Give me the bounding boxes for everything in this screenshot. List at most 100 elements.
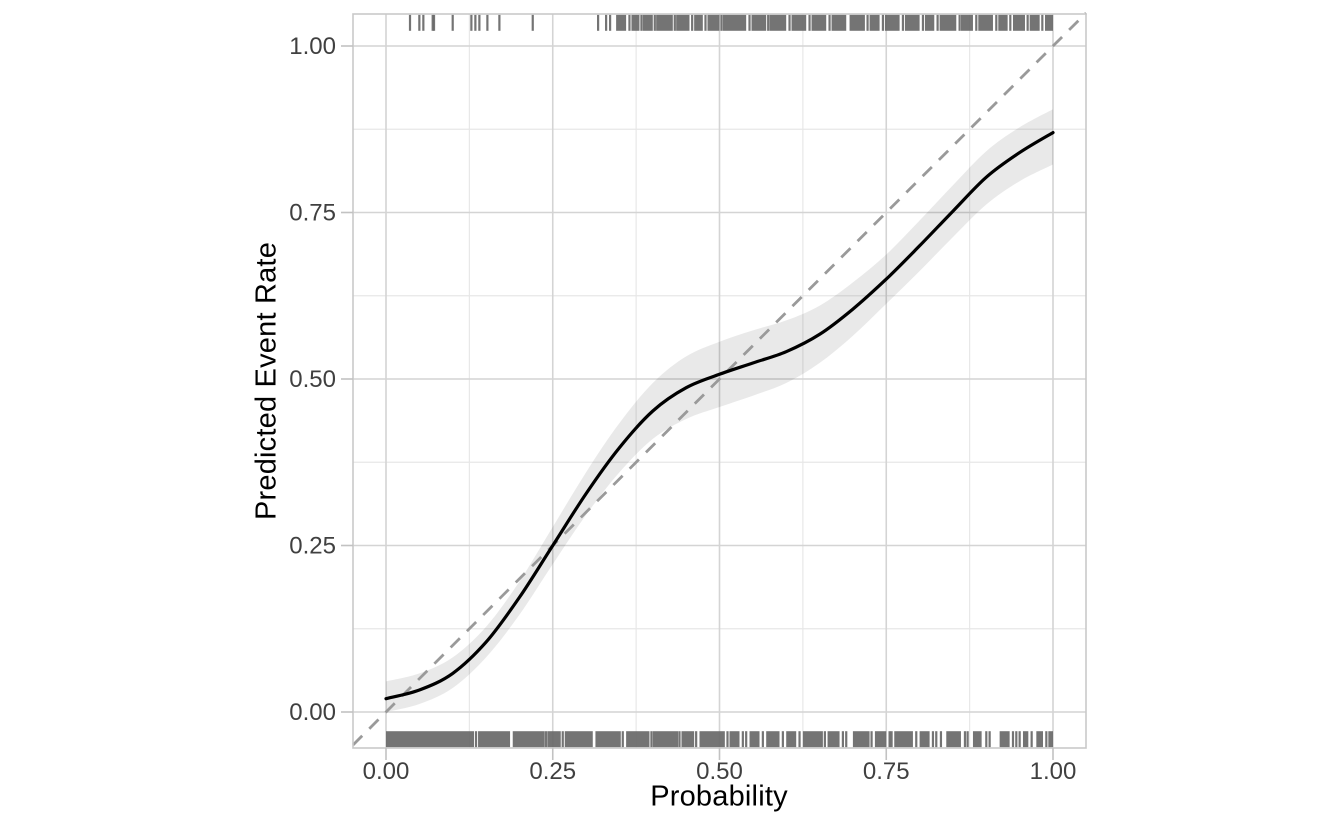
rug-top-mark: [422, 14, 425, 31]
rug-bottom-band: [919, 731, 930, 748]
rug-bottom-band: [894, 731, 913, 748]
rug-bottom-mark: [745, 731, 748, 748]
rug-bottom-band: [547, 731, 561, 748]
rug-bottom-mark: [1030, 731, 1033, 748]
rug-top-mark: [936, 14, 939, 31]
rug-top-mark: [720, 14, 723, 31]
rug-top-mark: [1041, 14, 1044, 31]
rug-top-band: [811, 14, 827, 31]
rug-top-mark: [958, 14, 961, 31]
rug-top-band: [791, 14, 807, 31]
rug-top-mark: [828, 14, 831, 31]
rug-top-mark: [704, 14, 707, 31]
rug-bottom-mark: [1045, 731, 1048, 748]
y-tick-label: 0.75: [289, 200, 336, 227]
confidence-band: [386, 109, 1053, 713]
rug-bottom-band: [512, 731, 545, 748]
rug-bottom-band: [972, 731, 982, 748]
rug-bottom-mark: [561, 731, 564, 748]
rug-bottom-mark: [935, 731, 938, 748]
rug-bottom-mark: [726, 731, 729, 748]
y-tick-label: 0.25: [289, 533, 336, 560]
rug-top-mark: [995, 14, 998, 31]
rug-bottom-mark: [845, 731, 848, 748]
rug-top-mark: [609, 14, 612, 31]
rug-top-band: [904, 14, 920, 31]
rug-top-mark: [432, 14, 436, 31]
rug-top-band: [1044, 14, 1053, 31]
rug-top-mark: [748, 14, 751, 31]
rug-bottom-band: [874, 731, 887, 748]
rug-bottom-mark: [915, 731, 918, 748]
rug-top-mark: [418, 14, 421, 31]
x-tick-label: 0.00: [363, 758, 410, 785]
rug-top-band: [849, 14, 865, 31]
rug-top-band: [1029, 14, 1040, 31]
rug-bottom-mark: [695, 731, 698, 748]
rug-top-band: [694, 14, 703, 31]
rug-bottom-band: [386, 731, 475, 748]
rug-bottom-band: [699, 731, 725, 748]
x-axis-title: Probability: [650, 780, 788, 813]
rug-top-band: [869, 14, 880, 31]
rug-bottom-mark: [939, 731, 943, 748]
rug-top-band: [707, 14, 720, 31]
rug-bottom-mark: [678, 731, 681, 748]
rug-bottom-mark: [988, 731, 991, 748]
rug-bottom-mark: [966, 731, 969, 748]
rug-top-band: [924, 14, 935, 31]
rug-top-band: [831, 14, 847, 31]
rug-bottom-mark: [761, 731, 764, 748]
rug-top-mark: [474, 14, 477, 31]
rug-bottom-band: [749, 731, 760, 748]
rug-bottom-mark: [870, 731, 873, 748]
x-tick-label: 0.75: [863, 758, 910, 785]
rug-top-mark: [921, 14, 925, 31]
rug-top-mark: [767, 14, 770, 31]
rug-bottom-band: [786, 731, 797, 748]
rug-top-band: [978, 14, 993, 31]
rug-top-mark: [605, 14, 608, 31]
rug-top-band: [631, 14, 640, 31]
rug-top-mark: [470, 14, 473, 31]
rug-top-mark: [808, 14, 811, 31]
rug-top-band: [884, 14, 900, 31]
rug-top-band: [769, 14, 787, 31]
rug-top-mark: [640, 14, 643, 31]
rug-bottom-band: [564, 731, 593, 748]
rug-bottom-mark: [650, 731, 653, 748]
rug-bottom-band: [1022, 731, 1029, 748]
rug-bottom-mark: [931, 731, 935, 748]
rug-bottom-mark: [1015, 731, 1018, 748]
rug-bottom-band: [802, 731, 823, 748]
rug-top-mark: [788, 14, 791, 31]
rug-bottom-mark: [963, 731, 967, 748]
rug-bottom-band: [478, 731, 511, 748]
rug-top-mark: [1009, 14, 1012, 31]
rug-bottom-band: [595, 731, 621, 748]
rug-top-mark: [531, 14, 534, 31]
rug-bottom-mark: [798, 731, 801, 748]
rug-top-band: [960, 14, 973, 31]
rug-top-band: [1012, 14, 1025, 31]
reference-diagonal-line: [352, 12, 1087, 746]
rug-top-mark: [451, 14, 454, 31]
rug-top-mark: [478, 14, 481, 31]
rug-bottom-band: [626, 731, 650, 748]
rug-bottom-band: [946, 731, 961, 748]
y-tick-label: 0.50: [289, 366, 336, 393]
y-axis-title: Predicted Event Rate: [250, 241, 283, 521]
x-tick-label: 0.25: [529, 758, 576, 785]
rug-top-mark: [866, 14, 869, 31]
rug-bottom-mark: [1018, 731, 1021, 748]
rug-top-band: [722, 14, 747, 31]
y-tick-label: 1.00: [289, 33, 336, 60]
x-tick-label: 0.50: [696, 758, 743, 785]
rug-bottom-band: [999, 731, 1010, 748]
rug-bottom-band: [827, 731, 840, 748]
rug-top-mark: [431, 14, 434, 31]
rug-top-mark: [691, 14, 694, 31]
rug-top-band: [998, 14, 1008, 31]
rug-bottom-mark: [544, 731, 548, 748]
